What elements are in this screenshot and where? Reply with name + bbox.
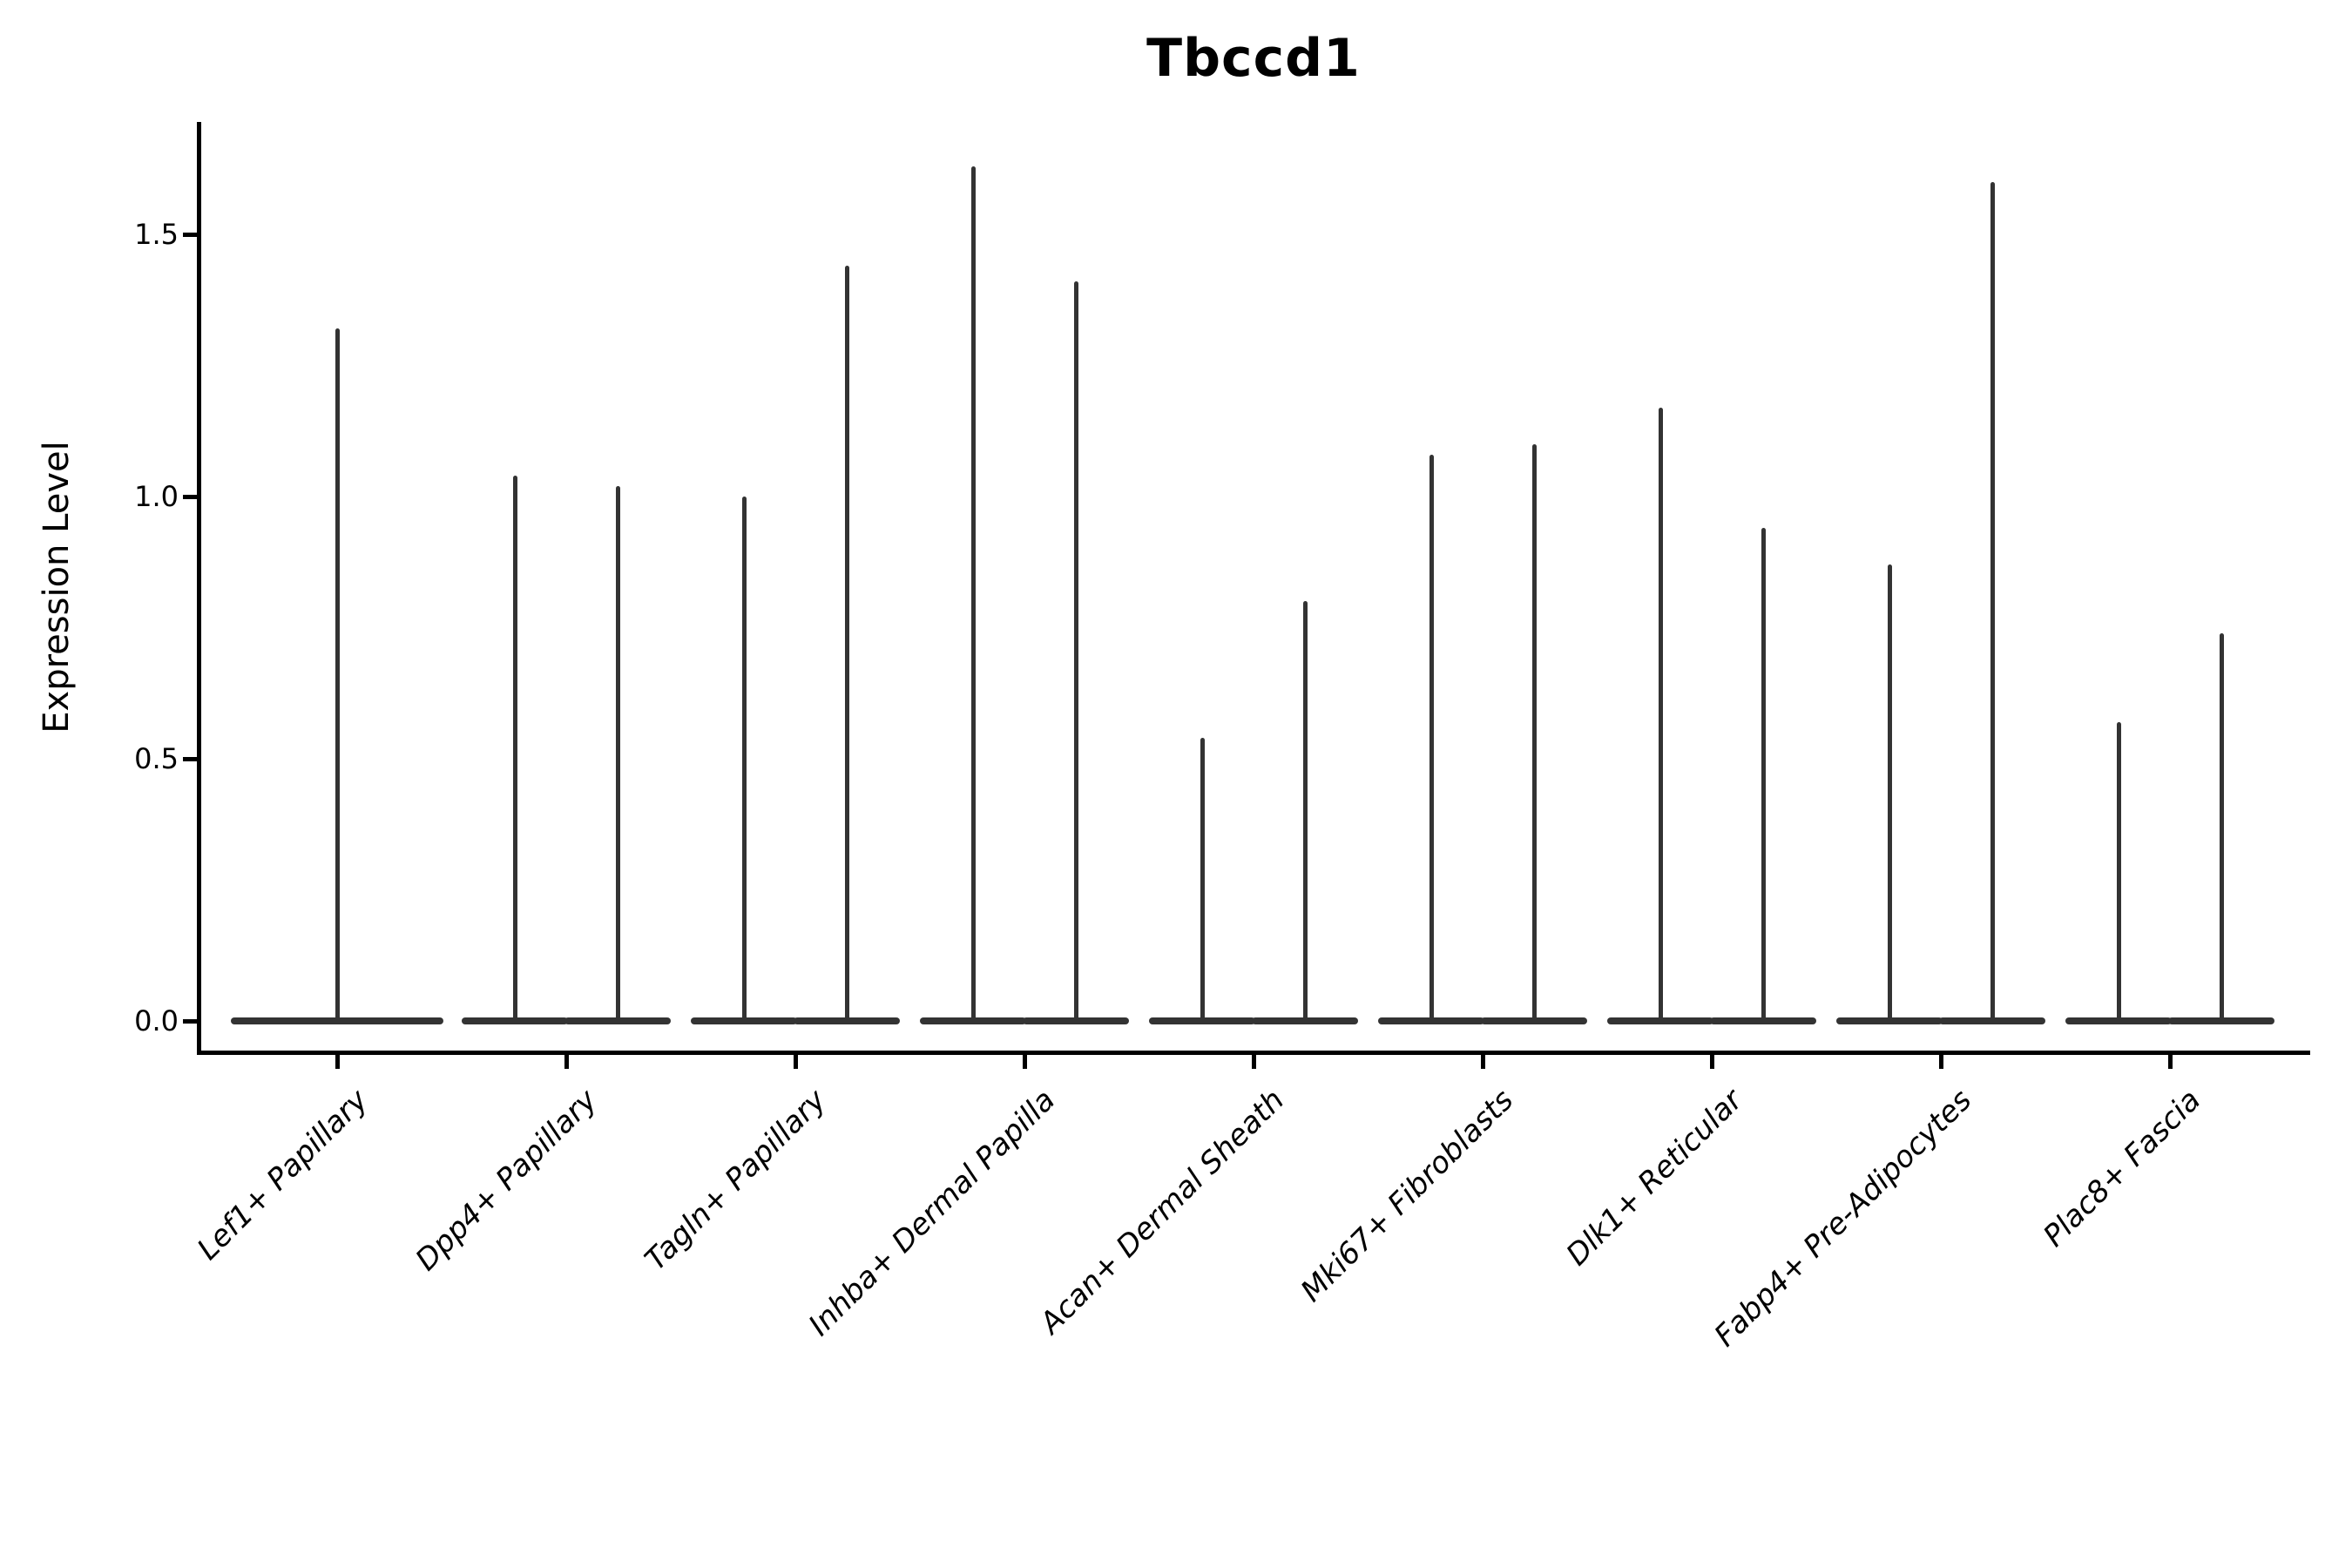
violin-needle [1888, 564, 1892, 1021]
violin-needle [1532, 444, 1537, 1021]
violin-base [1378, 1017, 1484, 1024]
x-tick [1481, 1055, 1485, 1069]
violin-base [1710, 1017, 1816, 1024]
violin-base [564, 1017, 671, 1024]
x-tick [1939, 1055, 1943, 1069]
violin-base [920, 1017, 1026, 1024]
violin-needle [1990, 182, 1995, 1021]
x-tick [1023, 1055, 1027, 1069]
x-tick [564, 1055, 569, 1069]
y-tick [183, 757, 197, 761]
violin-needle [1659, 408, 1663, 1021]
y-tick-label: 1.0 [134, 480, 179, 513]
violin-needle [513, 476, 517, 1021]
x-tick [335, 1055, 340, 1069]
violin-needle [616, 486, 620, 1021]
violin-base [1607, 1017, 1713, 1024]
violin-base [794, 1017, 900, 1024]
violin-base [462, 1017, 568, 1024]
y-axis-spine [197, 122, 201, 1055]
y-tick [183, 495, 197, 499]
violin-needle [1303, 601, 1308, 1021]
violin-base [1481, 1017, 1587, 1024]
y-tick-label: 1.5 [134, 218, 179, 251]
violin-needle [1761, 528, 1766, 1021]
x-tick [2168, 1055, 2173, 1069]
violin-base [2168, 1017, 2274, 1024]
violin-needle [2220, 633, 2224, 1021]
violin-base [1939, 1017, 2045, 1024]
violin-base [2065, 1017, 2172, 1024]
violin-needle [335, 328, 340, 1021]
y-tick [183, 1019, 197, 1024]
violin-needle [1200, 738, 1205, 1021]
violin-needle [1074, 281, 1078, 1021]
violin-needle [1429, 455, 1434, 1021]
y-tick-label: 0.5 [134, 742, 179, 775]
violin-base [691, 1017, 797, 1024]
violin-base [1252, 1017, 1358, 1024]
y-tick-label: 0.0 [134, 1004, 179, 1037]
x-tick [1252, 1055, 1256, 1069]
violin-needle [2117, 722, 2121, 1021]
violin-needle [845, 266, 849, 1021]
chart-title: Tbccd1 [1146, 28, 1361, 89]
y-tick [183, 233, 197, 237]
violin-base [1149, 1017, 1255, 1024]
x-tick [1710, 1055, 1714, 1069]
violin-base [231, 1017, 443, 1024]
violin-needle [971, 166, 976, 1021]
violin-needle [742, 497, 747, 1021]
x-axis-spine [197, 1051, 2310, 1055]
violin-base [1836, 1017, 1943, 1024]
x-tick [794, 1055, 798, 1069]
violin-base [1023, 1017, 1129, 1024]
